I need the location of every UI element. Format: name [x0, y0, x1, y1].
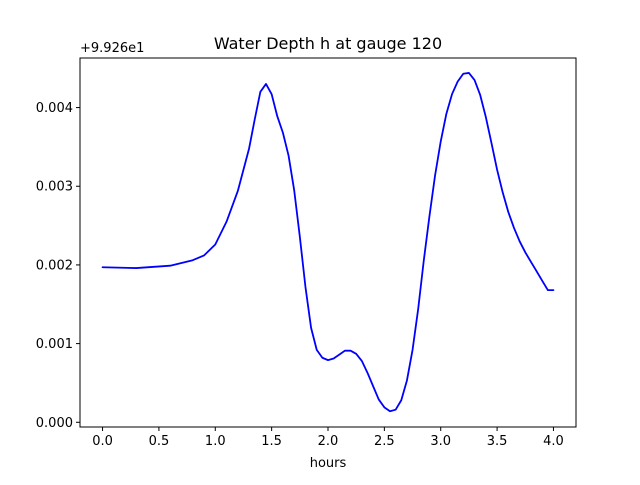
- plot-area: 0.0 0.5 1.0 1.5 2.0 2.5 3.0 3.5 4.0 0.000 0.001 0.0…: [36, 57, 577, 449]
- x-tick-label: 1.5: [261, 434, 282, 449]
- y-tick-label: 0.003: [36, 180, 73, 195]
- x-tick-label: 2.0: [318, 434, 339, 449]
- y-offset-label: +9.926e1: [80, 41, 144, 56]
- x-tick-label: 0.0: [92, 434, 113, 449]
- x-tick-label: 2.5: [374, 434, 395, 449]
- series-line-0: [101, 72, 555, 413]
- x-tick-label: 0.5: [149, 434, 170, 449]
- y-tick-label: 0.004: [36, 101, 73, 116]
- x-tick-label: 3.0: [430, 434, 451, 449]
- x-tick-label: 1.0: [205, 434, 226, 449]
- y-tick-label: 0.001: [36, 337, 73, 352]
- x-axis-label: hours: [310, 456, 347, 471]
- x-tick-label: 4.0: [543, 434, 564, 449]
- chart-title: Water Depth h at gauge 120: [214, 34, 442, 53]
- x-tick-label: 3.5: [487, 434, 508, 449]
- y-tick-label: 0.000: [36, 416, 73, 431]
- y-tick-label: 0.002: [36, 258, 73, 273]
